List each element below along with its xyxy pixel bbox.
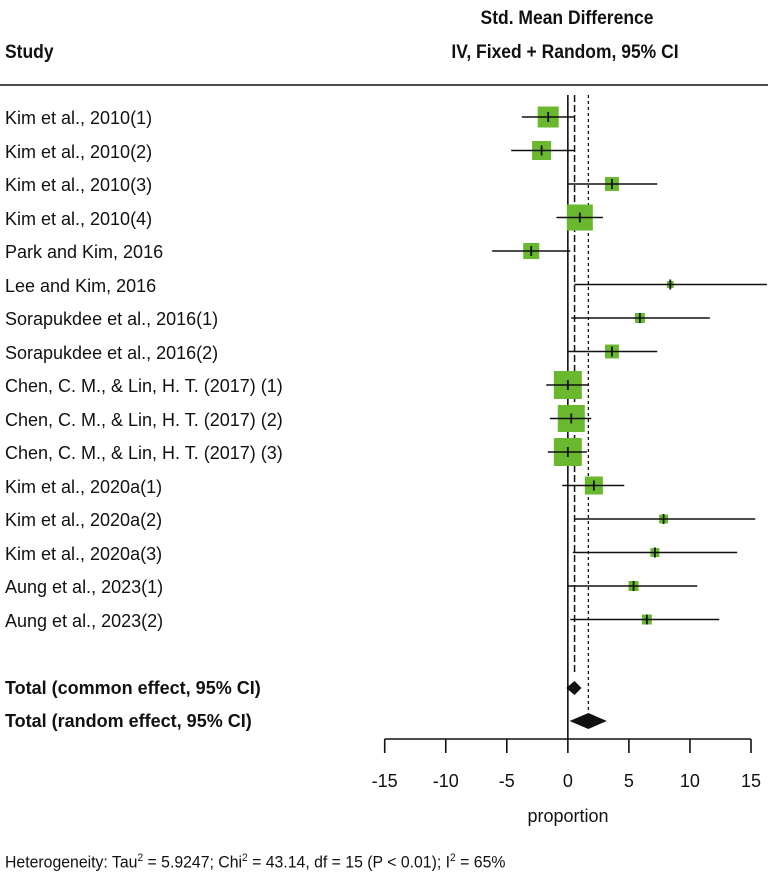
study-label: Kim et al., 2020a(3) [5, 543, 163, 564]
study-label: Kim et al., 2010(4) [5, 208, 153, 229]
summary-diamond [566, 681, 582, 695]
x-tick-label: 5 [623, 771, 634, 791]
summary-diamond [569, 713, 607, 729]
study-label: Chen, C. M., & Lin, H. T. (2017) (1) [5, 376, 283, 396]
study-label: Chen, C. M., & Lin, H. T. (2017) (3) [5, 443, 283, 463]
x-axis-label: proportion [527, 806, 609, 826]
study-label: Lee and Kim, 2016 [5, 275, 157, 296]
study-label: Kim et al., 2010(1) [5, 108, 153, 128]
study-label: Kim et al., 2020a(1) [5, 476, 163, 497]
het-prefix: Heterogeneity: Tau [5, 852, 138, 872]
study-label: Kim et al., 2020a(2) [5, 510, 163, 530]
chart-title: Std. Mean Difference [480, 8, 654, 29]
study-label: Kim et al., 2010(3) [5, 175, 153, 195]
study-label: Aung et al., 2023(1) [5, 577, 164, 597]
study-label: Sorapukdee et al., 2016(1) [5, 309, 219, 329]
het-i2: = 65% [460, 852, 506, 872]
heterogeneity-stats: Heterogeneity: Tau2 = 5.9247; Chi2 = 43.… [5, 852, 505, 873]
het-tau2: = 5.9247; Chi [147, 852, 243, 872]
het-sup: 2 [450, 852, 456, 864]
total-label: Total (random effect, 95% CI) [5, 711, 252, 731]
study-column-header: Study [5, 42, 54, 63]
het-sup: 2 [137, 852, 144, 864]
study-label: Aung et al., 2023(2) [5, 610, 164, 631]
het-chi2: = 43.14, df = 15 (P < 0.01); I [252, 852, 451, 872]
x-tick-label: -10 [432, 771, 459, 791]
study-label: Park and Kim, 2016 [5, 242, 164, 262]
x-tick-label: -15 [371, 771, 398, 791]
x-tick-label: 15 [740, 771, 762, 791]
het-sup: 2 [242, 852, 248, 864]
x-tick-label: 0 [562, 771, 573, 791]
study-label: Chen, C. M., & Lin, H. T. (2017) (2) [5, 409, 283, 430]
x-tick-label: -5 [498, 771, 515, 791]
chart-subtitle: IV, Fixed + Random, 95% CI [451, 42, 679, 63]
x-tick-label: 10 [679, 771, 700, 791]
total-label: Total (common effect, 95% CI) [5, 678, 261, 698]
study-label: Kim et al., 2010(2) [5, 141, 153, 162]
study-label: Sorapukdee et al., 2016(2) [5, 342, 219, 363]
